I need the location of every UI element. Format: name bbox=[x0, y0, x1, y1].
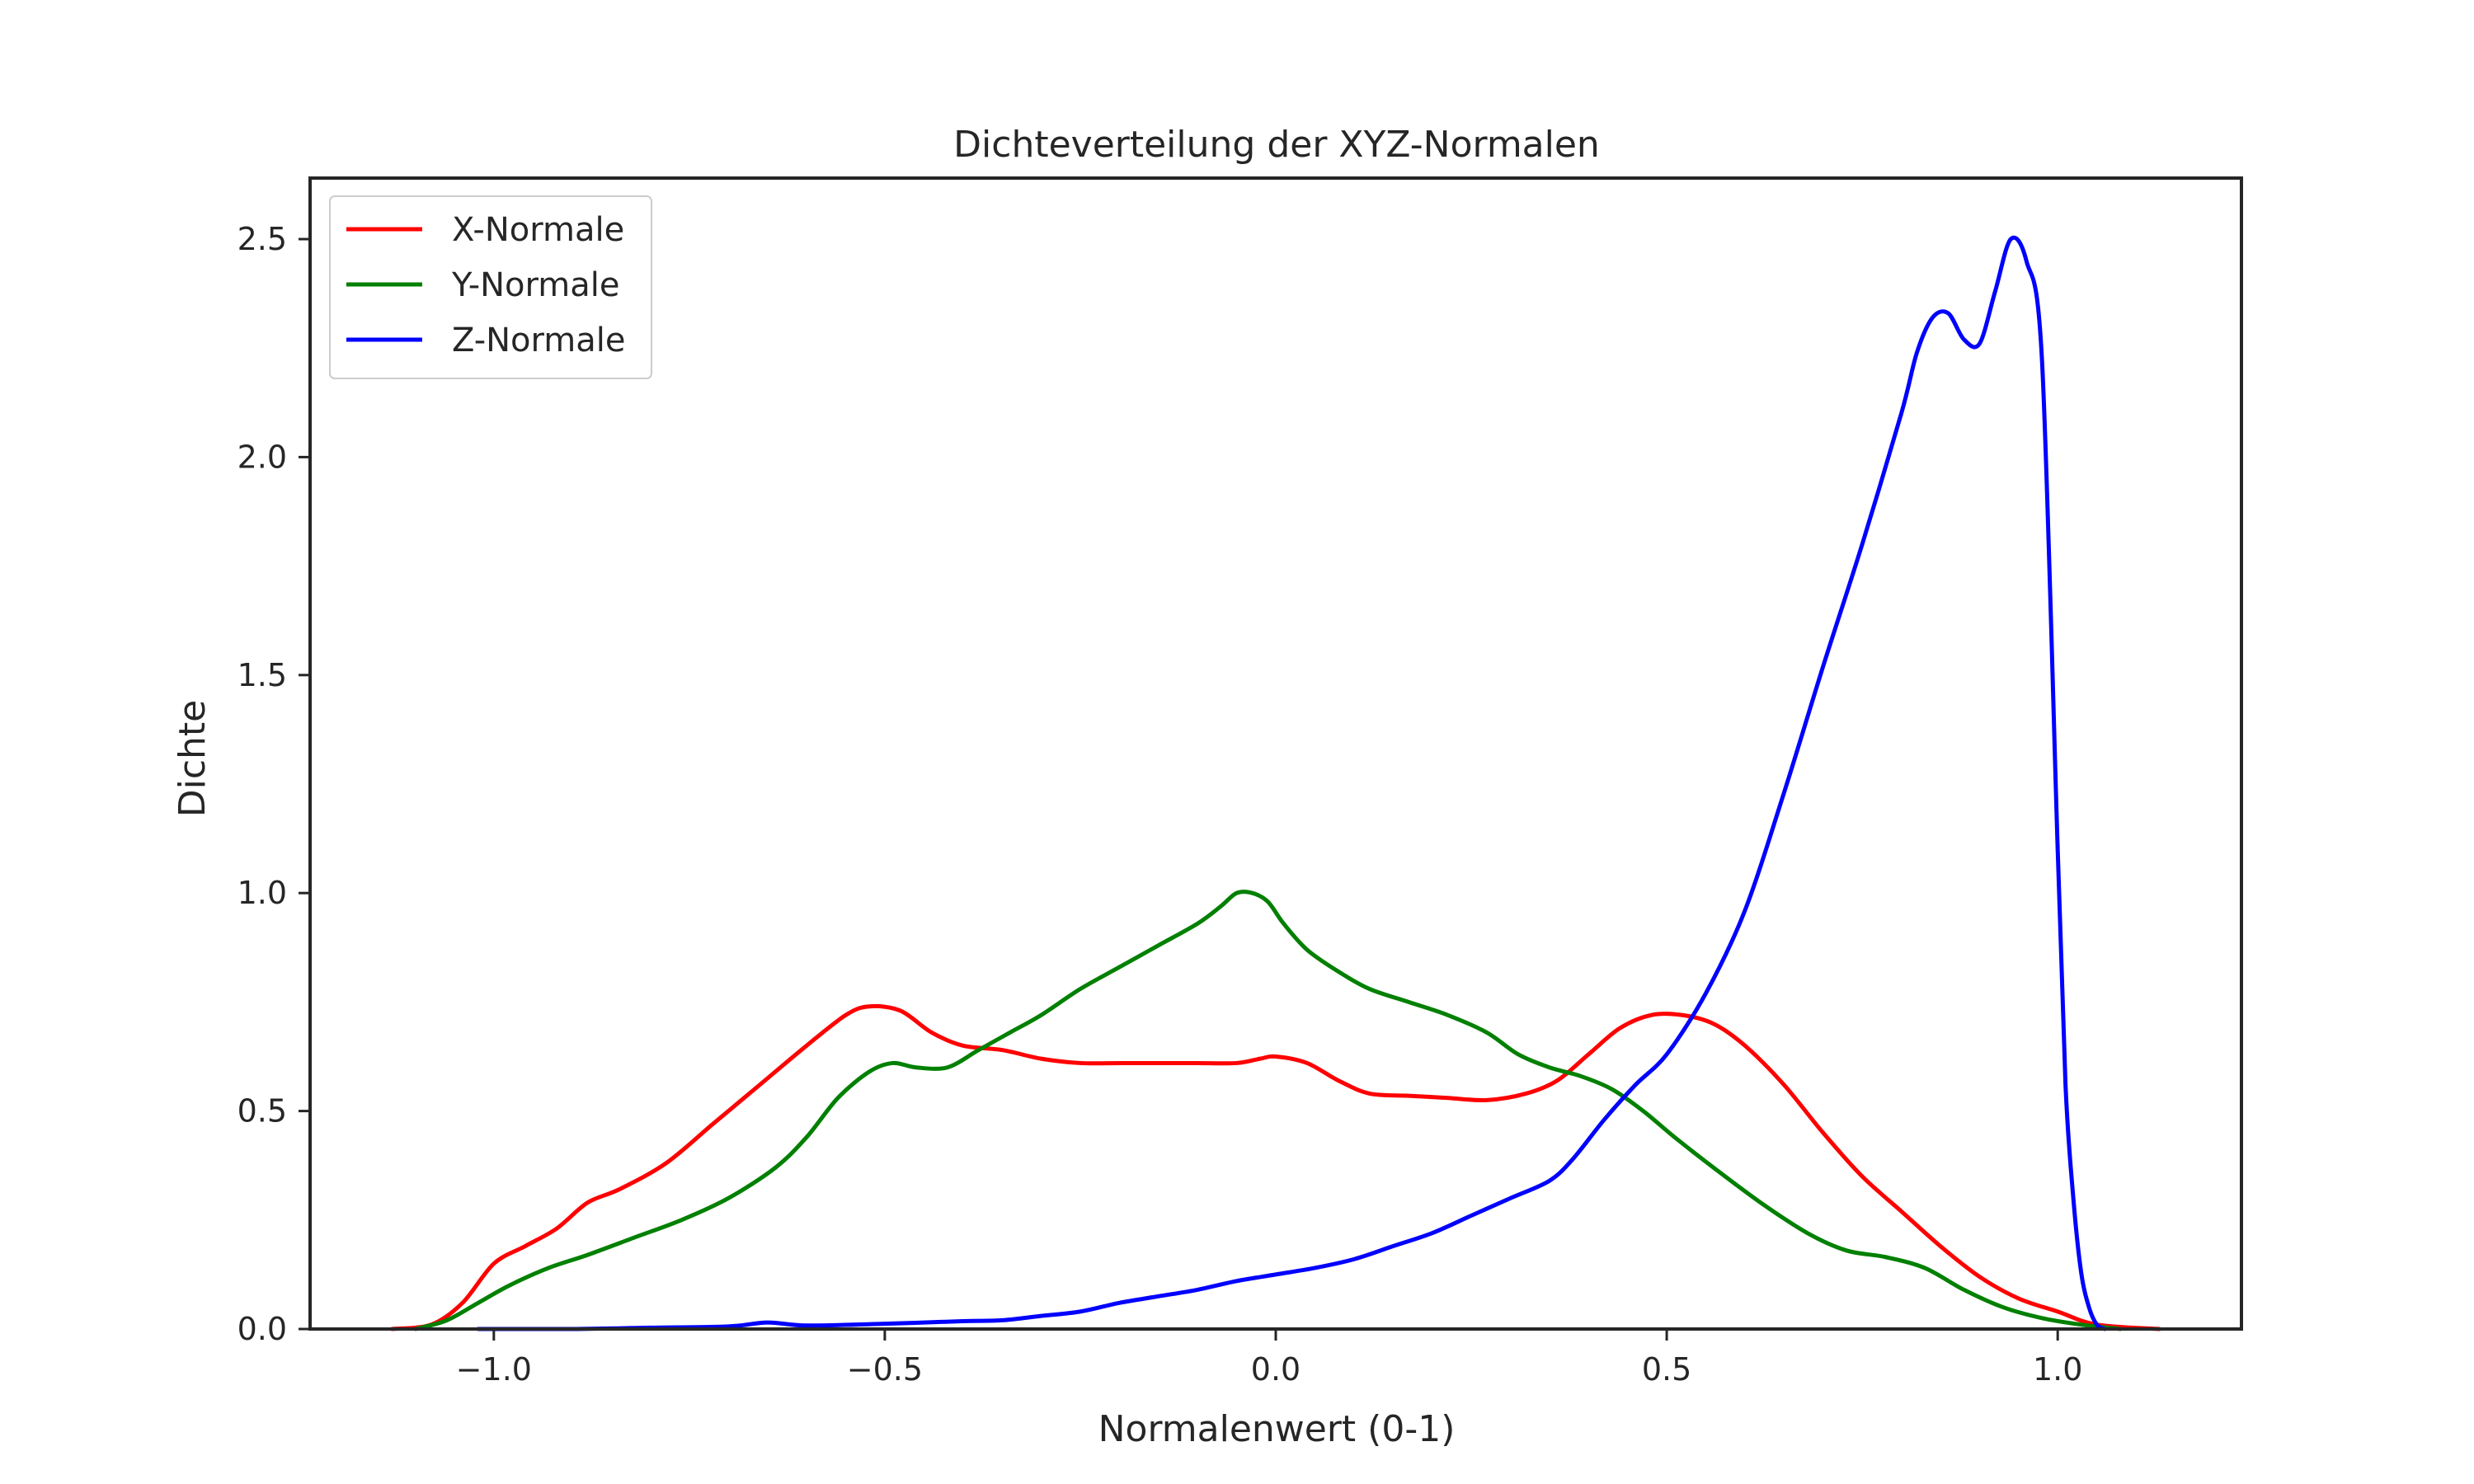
legend-label-x-normale: X-Normale bbox=[452, 211, 624, 249]
y-tick-label: 1.0 bbox=[238, 875, 287, 911]
y-tick-label: 2.5 bbox=[238, 221, 287, 257]
x-tick-label: −0.5 bbox=[847, 1351, 923, 1388]
x-tick-label: 1.0 bbox=[2033, 1351, 2082, 1388]
x-axis-label: Normalenwert (0-1) bbox=[1098, 1408, 1456, 1450]
x-tick-label: 0.5 bbox=[1642, 1351, 1691, 1388]
chart-title: Dichteverteilung der XYZ-Normalen bbox=[953, 124, 1600, 166]
x-tick-label: −1.0 bbox=[456, 1351, 532, 1388]
series-line-y-normale bbox=[413, 890, 2123, 1331]
y-tick-label: 2.0 bbox=[238, 439, 287, 475]
y-tick-label: 1.5 bbox=[238, 657, 287, 693]
axes: −1.0 −0.5 0.0 0.5 1.0 0.0 0.5 1.0 1.5 2.0 2.5 bbox=[238, 176, 2243, 1388]
x-tick-label: 0.0 bbox=[1251, 1351, 1300, 1388]
plot-area bbox=[390, 235, 2161, 1331]
legend: X-Normale Y-Normale Z-Normale bbox=[329, 195, 652, 379]
y-axis-label: Dichte bbox=[172, 700, 214, 818]
legend-label-y-normale: Y-Normale bbox=[451, 266, 619, 304]
series-line-z-normale bbox=[476, 235, 2107, 1331]
y-tick-label: 0.5 bbox=[238, 1093, 287, 1129]
legend-label-z-normale: Z-Normale bbox=[452, 322, 625, 359]
y-tick-label: 0.0 bbox=[238, 1311, 287, 1347]
legend-box bbox=[329, 195, 652, 379]
series-line-x-normale bbox=[390, 1003, 2161, 1331]
